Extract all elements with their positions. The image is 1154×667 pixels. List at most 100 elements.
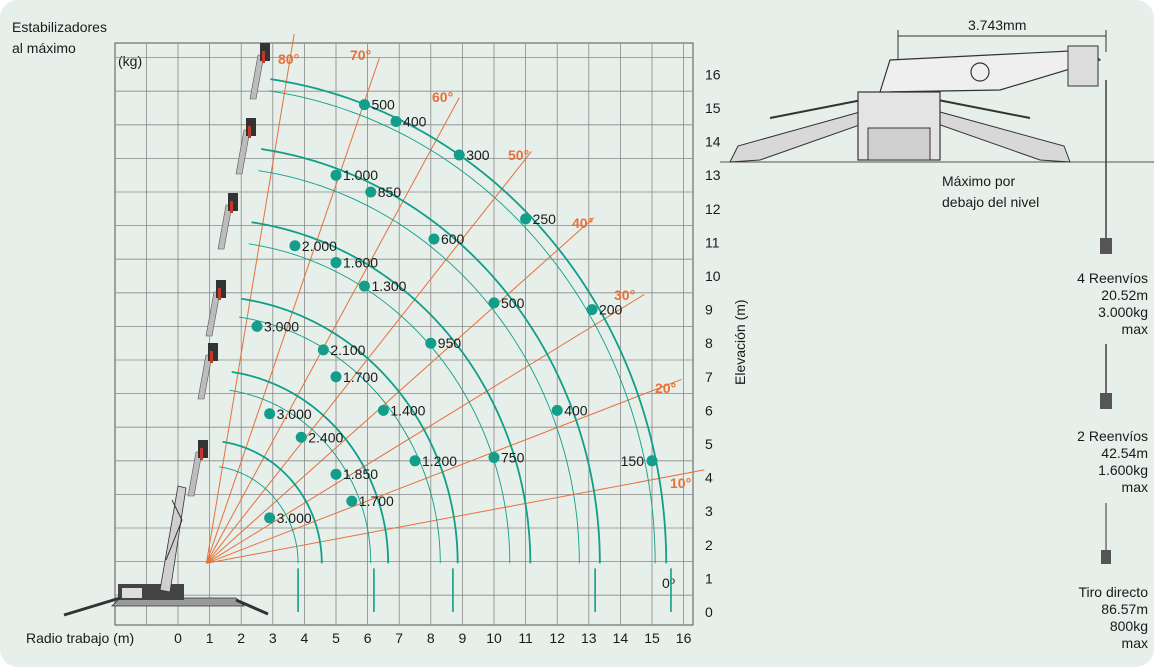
crane-front-view: 3.743mm Máximo por debajo del nivel (720, 17, 1154, 210)
load-point-dot (264, 408, 276, 420)
load-point-label: 3.000 (264, 318, 299, 334)
load-point-dot (358, 280, 370, 292)
thin-arc-0 (219, 466, 299, 564)
x-tick-label: 12 (549, 630, 565, 646)
boom-tip-2 (205, 280, 226, 337)
crane-mast (159, 485, 187, 593)
x-tick-label: 13 (581, 630, 597, 646)
y-tick-label: 0 (705, 604, 713, 620)
reeving-load: 3.000kg (1098, 304, 1148, 320)
angle-line-80 (205, 33, 295, 564)
load-point-label: 3.000 (277, 510, 312, 526)
load-point-label: 1.700 (343, 369, 378, 385)
load-point-dot (365, 186, 377, 198)
angle-label-20: 20° (655, 380, 676, 396)
load-point-dot (346, 495, 358, 507)
boom-tip-4 (235, 118, 256, 175)
load-point-dot (264, 512, 276, 524)
load-point-dot (488, 297, 500, 309)
load-point-label: 150 (621, 453, 645, 469)
load-point-dot (295, 431, 307, 443)
y-tick-label: 5 (705, 436, 713, 452)
stabilizers-label-line2: al máximo (12, 40, 76, 56)
load-point-dot (390, 115, 402, 127)
boom-section (187, 451, 203, 497)
y-tick-label: 13 (705, 167, 721, 183)
angle-label-10: 10° (670, 475, 691, 491)
reeving-max: max (1122, 479, 1148, 495)
load-point-label: 500 (371, 97, 395, 113)
load-point-label: 950 (438, 335, 462, 351)
x-tick-label: 2 (237, 630, 245, 646)
hook-block-4 (1100, 238, 1112, 254)
crane-window (122, 588, 142, 598)
reeving-max: max (1122, 635, 1148, 651)
y-tick-label: 14 (705, 134, 721, 150)
angle-label-80: 80° (278, 51, 299, 67)
reeving-load: 1.600kg (1098, 462, 1148, 478)
y-tick-label: 10 (705, 268, 721, 284)
load-point-label: 2.100 (330, 342, 365, 358)
reeving-name: 2 Reenvíos (1077, 428, 1148, 444)
x-tick-label: 15 (644, 630, 660, 646)
below-level-line1: Máximo por (942, 173, 1015, 189)
boom-hook (200, 448, 203, 460)
load-point-label: 750 (501, 449, 525, 465)
boom-tip-3 (217, 193, 238, 250)
outrigger-left (729, 111, 869, 163)
reeving-length: 20.52m (1101, 287, 1148, 303)
y-tick-label: 8 (705, 335, 713, 351)
load-point-label: 1.000 (343, 167, 378, 183)
x-tick-label: 9 (459, 630, 467, 646)
boom-hook (210, 351, 213, 363)
outrigger-right (931, 111, 1071, 163)
load-point-label: 400 (564, 402, 588, 418)
x-tick-label: 3 (269, 630, 277, 646)
outrigger-cylinder-left (769, 99, 863, 119)
load-point-label: 200 (599, 302, 623, 318)
load-point-dot (377, 404, 389, 416)
load-point-label: 2.400 (308, 429, 343, 445)
y-tick-label: 12 (705, 201, 721, 217)
radius-axis-label: Radio trabajo (m) (26, 630, 134, 646)
boom-section (235, 129, 251, 175)
outrigger-left (63, 596, 121, 617)
angle-line-70 (205, 57, 380, 564)
load-point-dot (358, 99, 370, 111)
dimension-label: 3.743mm (968, 17, 1026, 33)
y-tick-label: 4 (705, 470, 713, 486)
boom-hook (262, 51, 265, 63)
reeving-length: 86.57m (1101, 601, 1148, 617)
thin-arc-5 (268, 90, 656, 564)
outrigger-right (235, 598, 269, 616)
x-axis-ticks: 0 1 2 3 4 5 6 7 8 9 10 11 12 13 14 15 16 (174, 630, 691, 646)
boom-hook (248, 126, 251, 138)
load-point-dot (428, 233, 440, 245)
boom-pivot-circle (970, 62, 990, 82)
angle-label-50: 50° (508, 147, 529, 163)
x-tick-label: 10 (486, 630, 502, 646)
load-point-dot (330, 371, 342, 383)
boom-hook (230, 201, 233, 213)
angle-label-60: 60° (432, 89, 453, 105)
load-point-dot (453, 149, 465, 161)
x-tick-label: 5 (332, 630, 340, 646)
load-points: 3.000 3.000 3.000 2.000 1.000 500 2.400 2.100 1.… (251, 97, 658, 526)
x-tick-label: 0 (174, 630, 182, 646)
y-tick-label: 11 (705, 234, 720, 250)
y-tick-label: 9 (705, 302, 713, 318)
crane-side-view (63, 485, 269, 617)
x-tick-label: 7 (395, 630, 403, 646)
hook-direct (1101, 550, 1111, 564)
radius-arcs (219, 78, 672, 612)
load-point-label: 400 (403, 113, 427, 129)
x-tick-label: 11 (518, 630, 533, 646)
load-point-label: 2.000 (302, 238, 337, 254)
angle-line-40 (206, 217, 595, 564)
load-point-label: 300 (466, 147, 490, 163)
reeving-load: 800kg (1110, 618, 1148, 634)
